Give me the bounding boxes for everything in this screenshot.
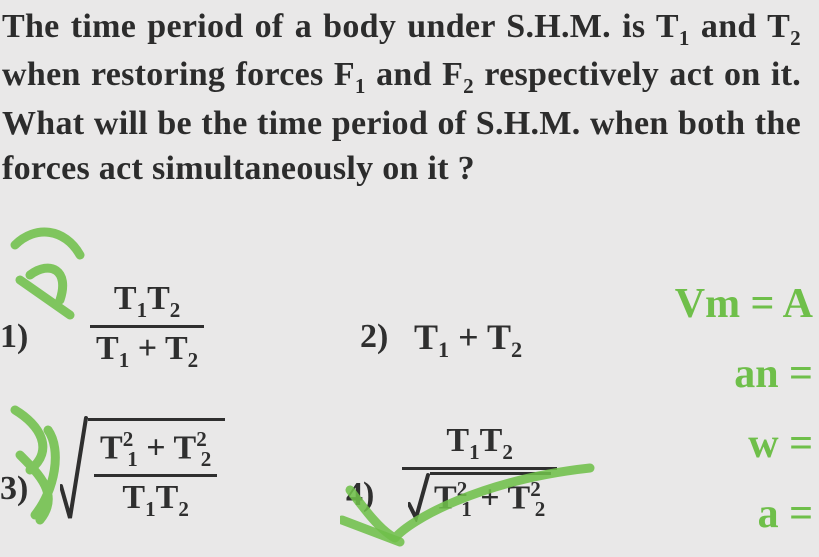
o4-den-a: T — [434, 479, 457, 516]
option-1-expression: T1T2 T1 + T2 — [88, 278, 206, 375]
o1-den-s1: 1 — [119, 348, 130, 372]
radical-sign-icon — [60, 418, 88, 524]
annotation-w: w = — [748, 420, 813, 468]
o4-num-s2: 2 — [502, 440, 513, 464]
option-4-label[interactable]: 4) — [346, 476, 374, 514]
o3-den-b: T — [156, 479, 179, 516]
option-2-label[interactable]: 2) — [360, 318, 388, 356]
option-4-radical: T21 + T22 — [408, 472, 551, 522]
o2-a: T — [414, 317, 438, 357]
q-l2c: and F — [366, 56, 463, 93]
o4-den-s2: 2 — [535, 497, 546, 521]
o2-plus: + T — [449, 317, 511, 357]
question-text: The time period of a body under S.H.M. i… — [0, 4, 807, 192]
o1-num-s2: 2 — [170, 298, 181, 322]
q-l1s: 1 — [679, 26, 690, 50]
o2-s1: 1 — [438, 337, 449, 362]
o1-den-plus: + T — [129, 330, 187, 367]
o1-num-b: T — [147, 280, 170, 317]
o4-num-b: T — [480, 422, 503, 459]
o3-num-s2: 2 — [201, 447, 212, 471]
o3-den-s1: 1 — [145, 497, 156, 521]
q-l1a: The time period of a body under S.H.M. i… — [2, 8, 679, 45]
option-1-label[interactable]: 1) — [0, 318, 28, 356]
annotation-vm: Vm = A — [675, 280, 813, 328]
option-3-label[interactable]: 3) — [0, 470, 28, 508]
option-2-expression: T1 + T2 — [414, 316, 522, 363]
q-l2a: and T — [701, 8, 790, 45]
option-4-fraction: T1T2 T21 + T22 — [400, 420, 559, 533]
q-l2s: 2 — [790, 26, 801, 50]
o1-num-a: T — [114, 280, 137, 317]
q-l5: simultaneously on it ? — [152, 150, 475, 187]
q-l2s3: 2 — [463, 74, 474, 98]
o3-den-s2: 2 — [178, 497, 189, 521]
o3-num-plus: + T — [138, 429, 196, 466]
option-3-radical: T21 + T22 T1T2 — [60, 418, 225, 524]
o4-den-s1: 1 — [461, 497, 472, 521]
option-3-expression: T21 + T22 T1T2 — [60, 418, 225, 533]
o2-s2: 2 — [511, 337, 522, 362]
annotation-an: an = — [734, 350, 813, 398]
o4-den-plus: + T — [472, 479, 530, 516]
o1-num-s1: 1 — [137, 298, 148, 322]
o4-num-s1: 1 — [469, 440, 480, 464]
page-root: The time period of a body under S.H.M. i… — [0, 0, 819, 557]
o1-den-a: T — [96, 330, 119, 367]
q-l2b: when restoring forces F — [2, 56, 355, 93]
option-1-fraction: T1T2 T1 + T2 — [88, 278, 206, 375]
annotation-a: a = — [758, 490, 813, 538]
option-4-expression: T1T2 T21 + T22 — [400, 420, 559, 533]
o3-num-s1: 1 — [127, 447, 138, 471]
radical-sign-icon — [408, 472, 430, 522]
o1-den-s2: 2 — [188, 348, 199, 372]
o4-num-a: T — [446, 422, 469, 459]
option-3-fraction: T21 + T22 T1T2 — [92, 425, 219, 524]
o3-den-a: T — [122, 479, 145, 516]
o3-num-a: T — [100, 429, 123, 466]
q-l2s2: 1 — [355, 74, 366, 98]
